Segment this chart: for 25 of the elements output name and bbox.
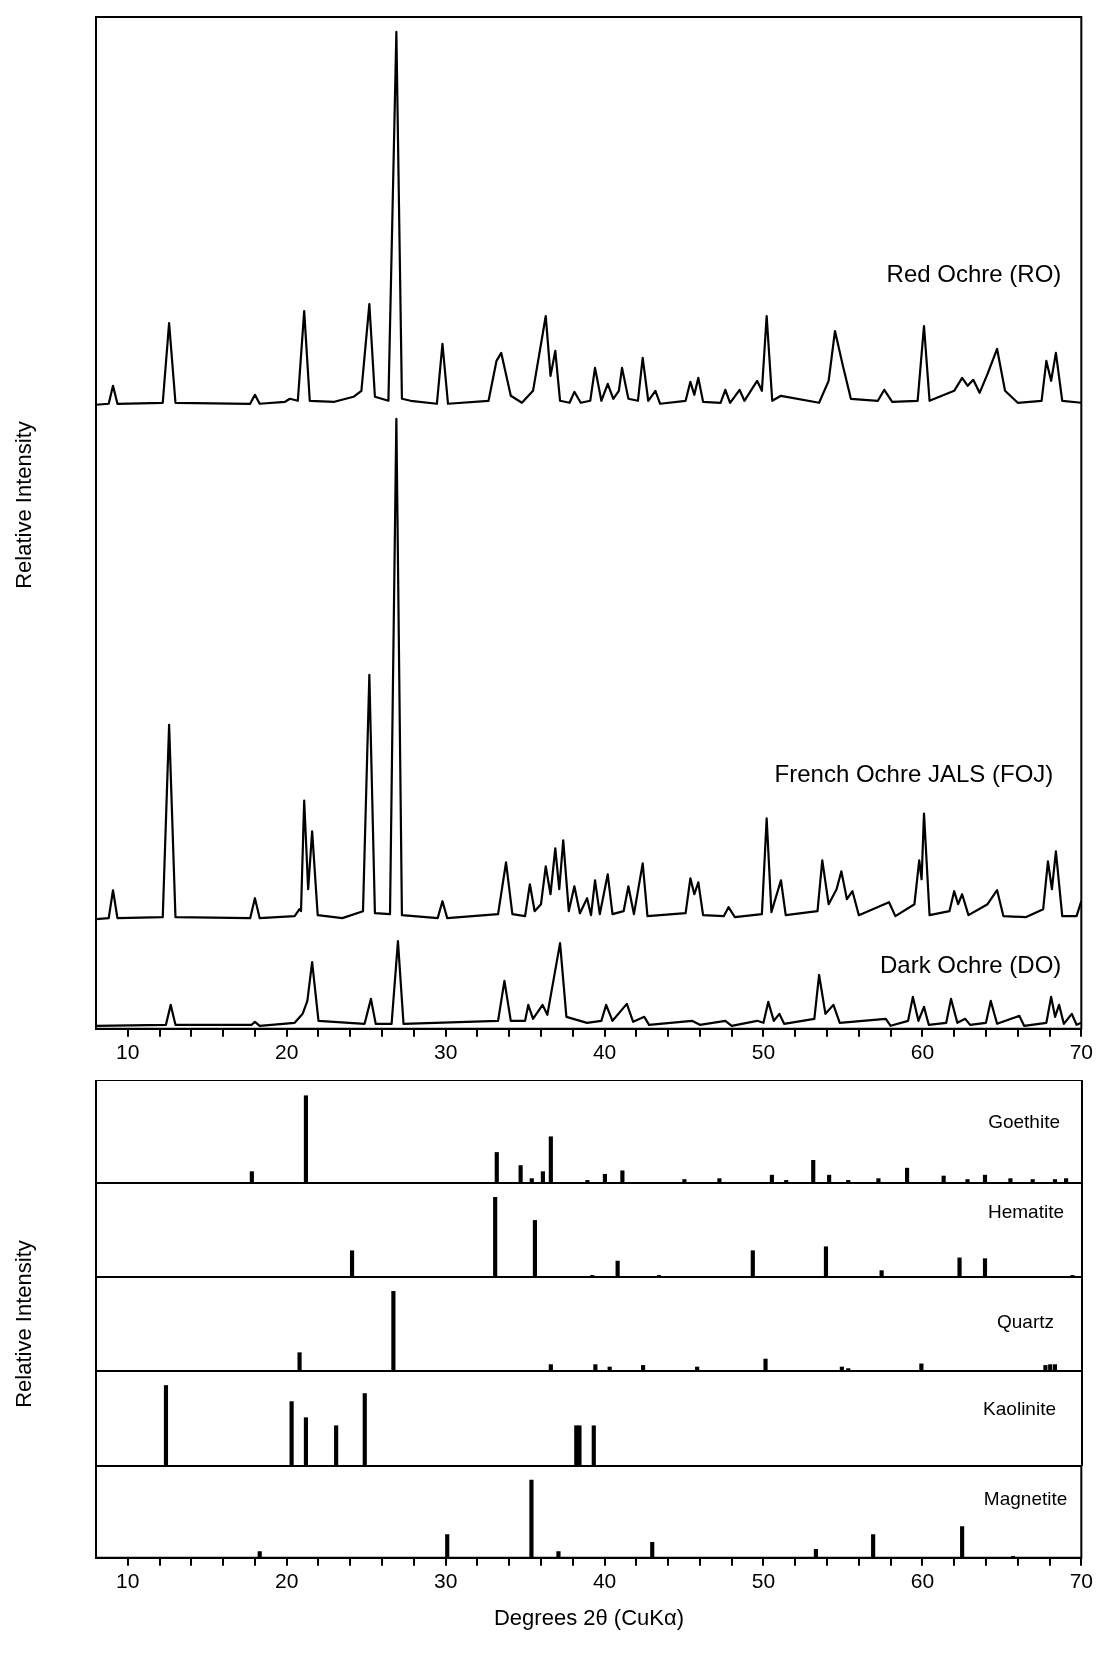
x-tick-label: 70 (1069, 1040, 1093, 1064)
x-tick-label: 50 (751, 1040, 776, 1064)
x-tick-label: 60 (910, 1569, 935, 1593)
x-tick-label: 10 (116, 1040, 140, 1064)
x-tick-label: 60 (910, 1040, 935, 1064)
x-tick-label: 70 (1069, 1569, 1093, 1593)
x-tick-label: 40 (592, 1040, 617, 1064)
series-label: Dark Ochre (DO) (879, 950, 1062, 978)
x-tick-label: 20 (275, 1040, 299, 1064)
y-axis-title: Relative Intensity (11, 421, 37, 589)
x-tick-label: 50 (751, 1569, 776, 1593)
text: Goethite (988, 1111, 1060, 1133)
x-tick-label: 20 (275, 1569, 299, 1593)
y-axis-title: Relative Intensity (11, 1240, 37, 1408)
x-tick-label: 30 (433, 1040, 458, 1064)
x-tick-label: 40 (592, 1569, 617, 1593)
series-label: Quartz (996, 1311, 1054, 1333)
series-label: Hematite (987, 1201, 1064, 1223)
x-tick-label: 30 (433, 1569, 458, 1593)
x-tick-label: 10 (116, 1569, 140, 1593)
series-label: Magnetite (983, 1488, 1068, 1510)
series-label: French Ochre JALS (FOJ) (774, 760, 1054, 788)
text: Kaolinite (983, 1398, 1056, 1420)
x-axis-title: Degrees 2θ (CuKα) (493, 1605, 685, 1631)
text: Red Ochre (RO) (886, 259, 1062, 287)
